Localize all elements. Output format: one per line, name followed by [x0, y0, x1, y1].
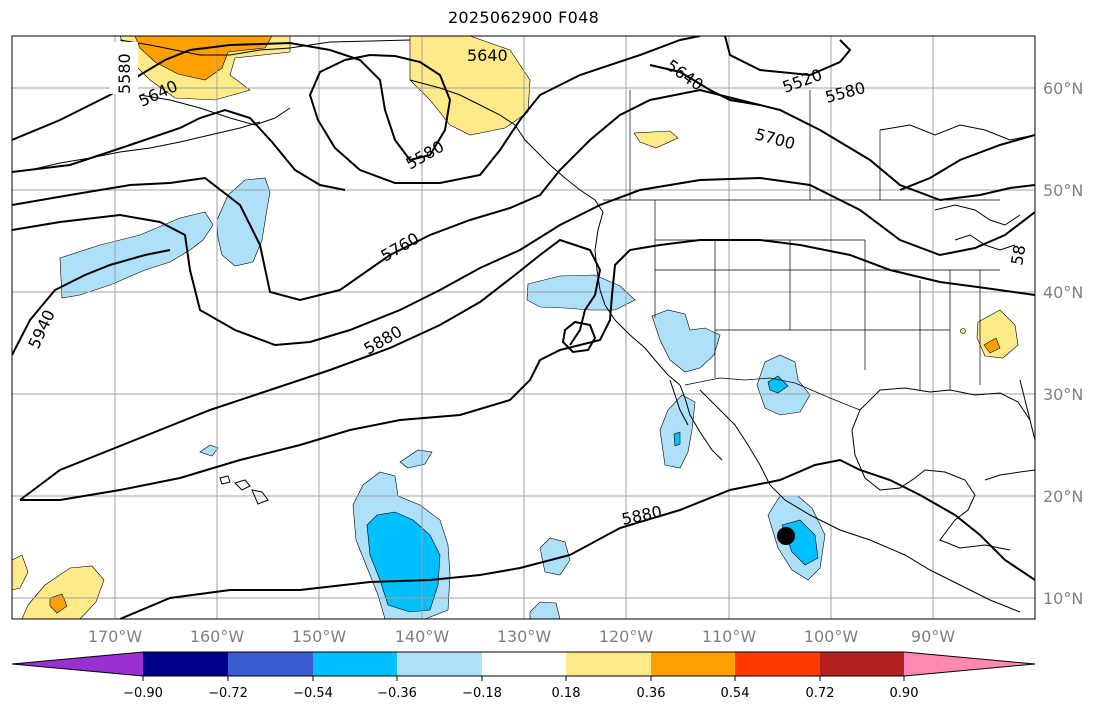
- colorbar-tick-label: 0.18: [552, 686, 581, 701]
- map-area: 5580 5640 5640 5640 5520 5580 5580 5700 …: [12, 36, 1035, 619]
- colorbar-segment: [735, 652, 820, 676]
- lon-label: 150°W: [292, 627, 347, 646]
- lon-label: 160°W: [190, 627, 245, 646]
- lon-label: 90°W: [911, 627, 955, 646]
- map-title: 2025062900 F048: [447, 8, 600, 27]
- colorbar-tick-label: −0.54: [293, 686, 333, 701]
- colorbar-segment: [566, 652, 651, 676]
- colorbar-segment: [12, 652, 143, 676]
- colorbar-tick-label: 0.54: [721, 686, 750, 701]
- latitude-labels: 60°N 50°N 40°N 30°N 20°N 10°N: [1043, 79, 1083, 608]
- colorbar-segment: [651, 652, 735, 676]
- colorbar-segment: [143, 652, 228, 676]
- coastlines: [29, 39, 1035, 613]
- colorbar-tick-label: −0.90: [123, 686, 163, 701]
- lon-label: 130°W: [497, 627, 552, 646]
- colorbar: −0.90 −0.72 −0.54 −0.36 −0.18 0.18 0.36 …: [11, 651, 1036, 701]
- lon-label: 170°W: [88, 627, 143, 646]
- lat-label: 50°N: [1043, 181, 1083, 200]
- map-frame: [11, 35, 1036, 620]
- colorbar-tick-label: −0.18: [462, 686, 502, 701]
- lon-label: 110°W: [702, 627, 757, 646]
- longitude-labels: 170°W 160°W 150°W 140°W 130°W 120°W 110°…: [88, 627, 955, 646]
- lon-label: 100°W: [804, 627, 859, 646]
- colorbar-segment: [904, 652, 1035, 676]
- location-marker: [777, 527, 795, 545]
- colorbar-tick-label: 0.72: [806, 686, 835, 701]
- lon-label: 120°W: [599, 627, 654, 646]
- graticule: [12, 36, 1035, 619]
- lat-label: 30°N: [1043, 385, 1083, 404]
- lat-label: 20°N: [1043, 487, 1083, 506]
- lat-label: 40°N: [1043, 283, 1083, 302]
- lon-label: 140°W: [395, 627, 450, 646]
- colorbar-segment: [228, 652, 313, 676]
- colorbar-segment: [820, 652, 904, 676]
- height-contours: [12, 36, 1035, 619]
- colorbar-tick-label: 0.36: [637, 686, 666, 701]
- contour-label: 5580: [115, 53, 134, 94]
- colorbar-tick-label: 0.90: [890, 686, 919, 701]
- lat-label: 10°N: [1043, 589, 1083, 608]
- colorbar-tick-label: −0.36: [377, 686, 417, 701]
- colorbar-ticks: [142, 676, 905, 681]
- colorbar-segment: [482, 652, 566, 676]
- contour-label: 5640: [467, 46, 508, 65]
- lat-label: 60°N: [1043, 79, 1083, 98]
- colorbar-tick-label: −0.72: [208, 686, 248, 701]
- colorbar-segment: [397, 652, 482, 676]
- colorbar-segment: [313, 652, 397, 676]
- contour-label: 58: [1007, 243, 1029, 266]
